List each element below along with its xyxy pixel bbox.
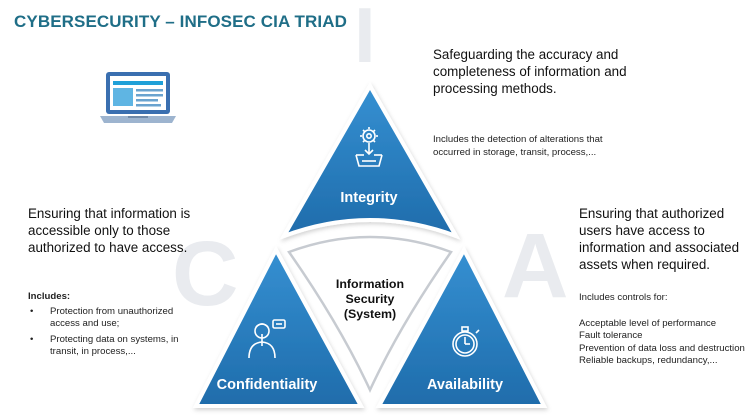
stopwatch-icon (452, 326, 480, 357)
center-line: Information (335, 277, 405, 291)
includes-heading: Includes: (28, 291, 71, 302)
list-item: Acceptable level of performance (579, 317, 717, 329)
list-item: Protecting data on systems, in transit, … (28, 334, 203, 359)
availability-label: Availability (426, 377, 504, 393)
center-label: Information Security (System) (318, 277, 422, 322)
page-title: CYBERSECURITY – INFOSEC CIA TRIAD (14, 12, 347, 31)
integrity-label: Integrity (340, 190, 398, 206)
confidentiality-list: Protection from unauthorized access and … (28, 306, 203, 359)
list-item: Reliable backups, redundancy,... (579, 355, 718, 366)
gear-tray-icon (355, 127, 383, 167)
list-item: Protection from unauthorized access and … (28, 306, 203, 331)
confidentiality-description: Ensuring that information is accessible … (28, 206, 191, 255)
availability-description: Ensuring that authorized users have acce… (579, 206, 740, 272)
integrity-detail: Includes the detection of alterations th… (433, 134, 603, 158)
confidentiality-detail: Includes: Protection from unauthorized a… (28, 291, 203, 362)
list-item: Fault tolerance (579, 330, 643, 341)
center-line: (System) (343, 307, 397, 321)
background-letter-i: I (354, 0, 376, 79)
availability-detail: Includes controls for: Acceptable level … (579, 292, 749, 368)
list-item: Prevention of data loss and destruction (579, 342, 745, 354)
background-letter-a: A (502, 215, 569, 317)
confidentiality-label: Confidentiality (216, 377, 318, 393)
laptop-icon (100, 72, 176, 123)
person-shh-icon (248, 319, 286, 359)
center-segment (287, 235, 453, 393)
integrity-description: Safeguarding the accuracy and completene… (433, 47, 627, 96)
center-line: Security (345, 292, 395, 306)
availability-intro: Includes controls for: (579, 292, 668, 303)
